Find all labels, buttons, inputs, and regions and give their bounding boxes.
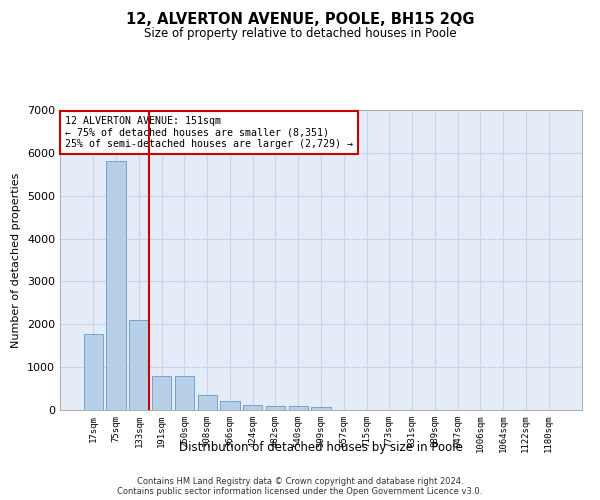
Bar (175, 376, 194, 410)
Bar (266, 406, 285, 410)
Bar (220, 401, 239, 410)
Bar (106, 162, 126, 410)
Text: Size of property relative to detached houses in Poole: Size of property relative to detached ho… (143, 28, 457, 40)
Text: Contains HM Land Registry data © Crown copyright and database right 2024.: Contains HM Land Registry data © Crown c… (137, 476, 463, 486)
Text: 12, ALVERTON AVENUE, POOLE, BH15 2QG: 12, ALVERTON AVENUE, POOLE, BH15 2QG (126, 12, 474, 28)
Text: 12 ALVERTON AVENUE: 151sqm
← 75% of detached houses are smaller (8,351)
25% of s: 12 ALVERTON AVENUE: 151sqm ← 75% of deta… (65, 116, 353, 149)
Bar (197, 396, 217, 410)
Bar (289, 406, 308, 410)
Bar (243, 405, 262, 410)
Bar (84, 334, 103, 410)
Text: Contains public sector information licensed under the Open Government Licence v3: Contains public sector information licen… (118, 488, 482, 496)
Bar (129, 320, 149, 410)
Bar (311, 408, 331, 410)
Bar (152, 376, 172, 410)
Text: Distribution of detached houses by size in Poole: Distribution of detached houses by size … (179, 441, 463, 454)
Y-axis label: Number of detached properties: Number of detached properties (11, 172, 22, 348)
